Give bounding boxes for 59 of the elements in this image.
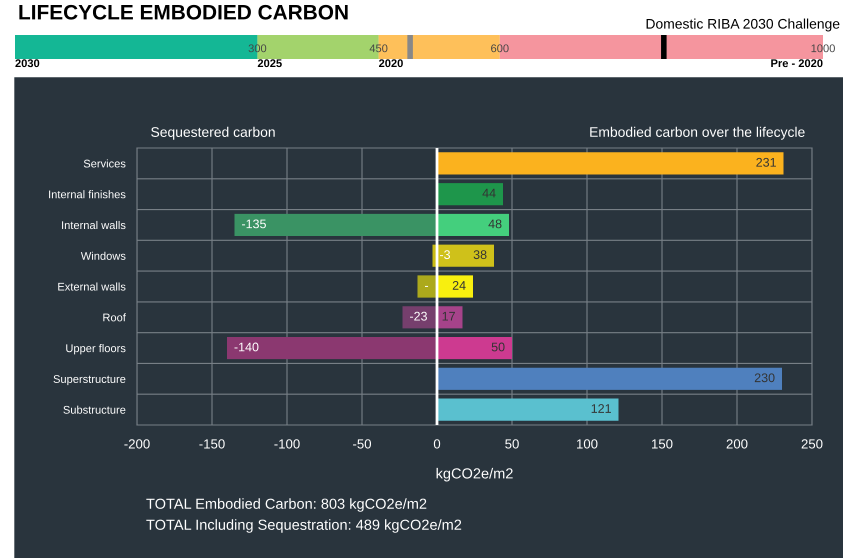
- text: 2025: [258, 59, 282, 68]
- data-label: -140: [234, 342, 258, 352]
- x-tick-label: 600: [491, 44, 509, 52]
- bar: [437, 368, 782, 390]
- x-tick-label: 100: [577, 439, 598, 449]
- x-tick-label: 150: [652, 439, 672, 449]
- data-label: 231: [756, 158, 776, 167]
- y-tick-label: Windows: [80, 252, 126, 260]
- text: Sequestered carbon: [151, 126, 275, 140]
- bar: [437, 275, 473, 298]
- chart-subtitle: Domestic RIBA 2030 Challenge: [646, 18, 840, 32]
- y-tick-label: Services: [84, 159, 126, 168]
- y-tick-label: External walls: [58, 282, 126, 291]
- x-tick-label: -150: [199, 439, 225, 449]
- text: Embodied carbon over the lifecycle: [590, 126, 805, 140]
- data-label: -3: [440, 250, 450, 260]
- text: TOTAL Embodied Carbon: 803 kgCO2e/m2: [146, 498, 426, 512]
- data-label: 24: [452, 281, 466, 290]
- chart-title: LIFECYCLE EMBODIED CARBON: [19, 4, 348, 20]
- y-tick-label: Internal walls: [62, 220, 126, 230]
- x-tick-label: -200: [124, 439, 150, 449]
- text: TOTAL Including Sequestration: 489 kgCO2e/m2: [146, 519, 462, 533]
- bar: [227, 336, 437, 360]
- bar: [437, 183, 503, 206]
- y-tick-label: Roof: [103, 313, 126, 322]
- data-label: 17: [442, 312, 455, 321]
- data-label: 50: [492, 342, 505, 352]
- x-tick-label: 200: [726, 439, 748, 449]
- y-tick-label: Internal finishes: [49, 190, 126, 198]
- bar: [437, 306, 462, 328]
- y-tick-label: Substructure: [63, 406, 126, 414]
- data-label: -135: [242, 219, 266, 228]
- x-tick-label: 0: [434, 439, 440, 449]
- bar: [437, 214, 509, 236]
- y-tick-label: Upper floors: [66, 344, 126, 354]
- x-tick-label: 250: [802, 439, 822, 449]
- x-tick-label: 450: [370, 44, 388, 52]
- bar: [402, 306, 437, 328]
- data-label: 48: [488, 219, 502, 228]
- text: 2020: [378, 59, 403, 68]
- data-label: 230: [754, 373, 775, 382]
- y-tick-label: Superstructure: [54, 375, 126, 386]
- bar: [437, 244, 494, 267]
- data-label: -: [425, 286, 428, 287]
- data-label: 44: [482, 188, 496, 198]
- bar: [437, 398, 618, 421]
- text: Pre - 2020: [771, 59, 823, 68]
- text: 2030: [15, 59, 40, 68]
- bar: [437, 152, 784, 174]
- x-axis-title: kgCO2e/m2: [436, 468, 513, 482]
- x-tick-label: -100: [274, 439, 300, 449]
- data-label: 121: [592, 404, 611, 413]
- x-tick-label: 50: [505, 439, 519, 449]
- bar: [234, 214, 437, 236]
- data-label: -23: [410, 312, 427, 321]
- bar: [418, 275, 437, 298]
- bar: [437, 336, 512, 360]
- x-tick-label: -50: [353, 439, 372, 449]
- data-label: 38: [474, 250, 487, 260]
